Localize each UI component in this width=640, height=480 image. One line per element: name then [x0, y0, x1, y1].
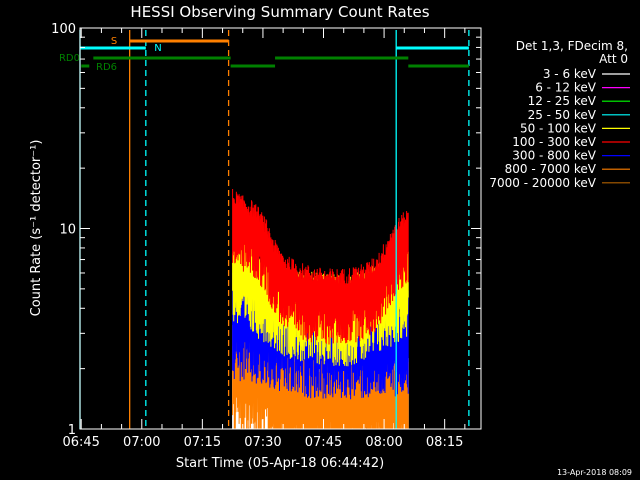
footer-timestamp: 13-Apr-2018 08:09: [557, 468, 632, 477]
legend-label-25-50-kev: 25 - 50 keV: [528, 108, 597, 122]
legend-header-line2: Att 0: [599, 52, 628, 66]
legend-label-50-100-kev: 50 - 100 keV: [520, 121, 597, 135]
legend-label-300-800-kev: 300 - 800 keV: [512, 149, 596, 163]
chart-title: HESSI Observing Summary Count Rates: [130, 3, 429, 21]
x-tick-label: 08:00: [365, 435, 402, 450]
legend-label-7000-20000-kev: 7000 - 20000 keV: [489, 176, 596, 190]
flag-label-rd6: RD6: [96, 62, 117, 73]
x-tick-label: 07:00: [123, 435, 160, 450]
x-tick-label: 07:15: [184, 435, 221, 450]
legend-header-line1: Det 1,3, FDecim 8,: [516, 39, 628, 53]
series-line-100-300-kev: [232, 189, 409, 345]
legend-label-12-25-kev: 12 - 25 keV: [528, 94, 597, 108]
legend-label-100-300-kev: 100 - 300 keV: [512, 135, 596, 149]
y-tick-label: 100: [51, 22, 76, 37]
legend-label-6-12-kev: 6 - 12 keV: [535, 81, 597, 95]
data-layer: [232, 189, 409, 430]
legend-label-800-7000-kev: 800 - 7000 keV: [505, 162, 597, 176]
flag-label-s: S: [111, 36, 117, 47]
x-tick-label: 08:15: [426, 435, 463, 450]
y-tick-label: 1: [68, 423, 76, 438]
y-tick-label: 10: [59, 223, 76, 238]
axes: 06:45 07:00 07:15 07:30 07:45 08:00 08:15 1 10 10…: [51, 22, 481, 450]
flag-label-rd0: RD0: [59, 53, 80, 64]
legend-label-3-6-kev: 3 - 6 keV: [543, 67, 597, 81]
x-tick-label: 07:30: [244, 435, 281, 450]
x-tick-label: 06:45: [62, 435, 99, 450]
y-axis-label: Count Rate (s⁻¹ detector⁻¹): [29, 140, 44, 317]
flag-label-n: N: [154, 43, 161, 54]
flag-bars: S N RD0 RD6: [59, 36, 469, 73]
x-tick-label: 07:45: [305, 435, 342, 450]
x-axis-label: Start Time (05-Apr-18 06:44:42): [176, 456, 384, 471]
